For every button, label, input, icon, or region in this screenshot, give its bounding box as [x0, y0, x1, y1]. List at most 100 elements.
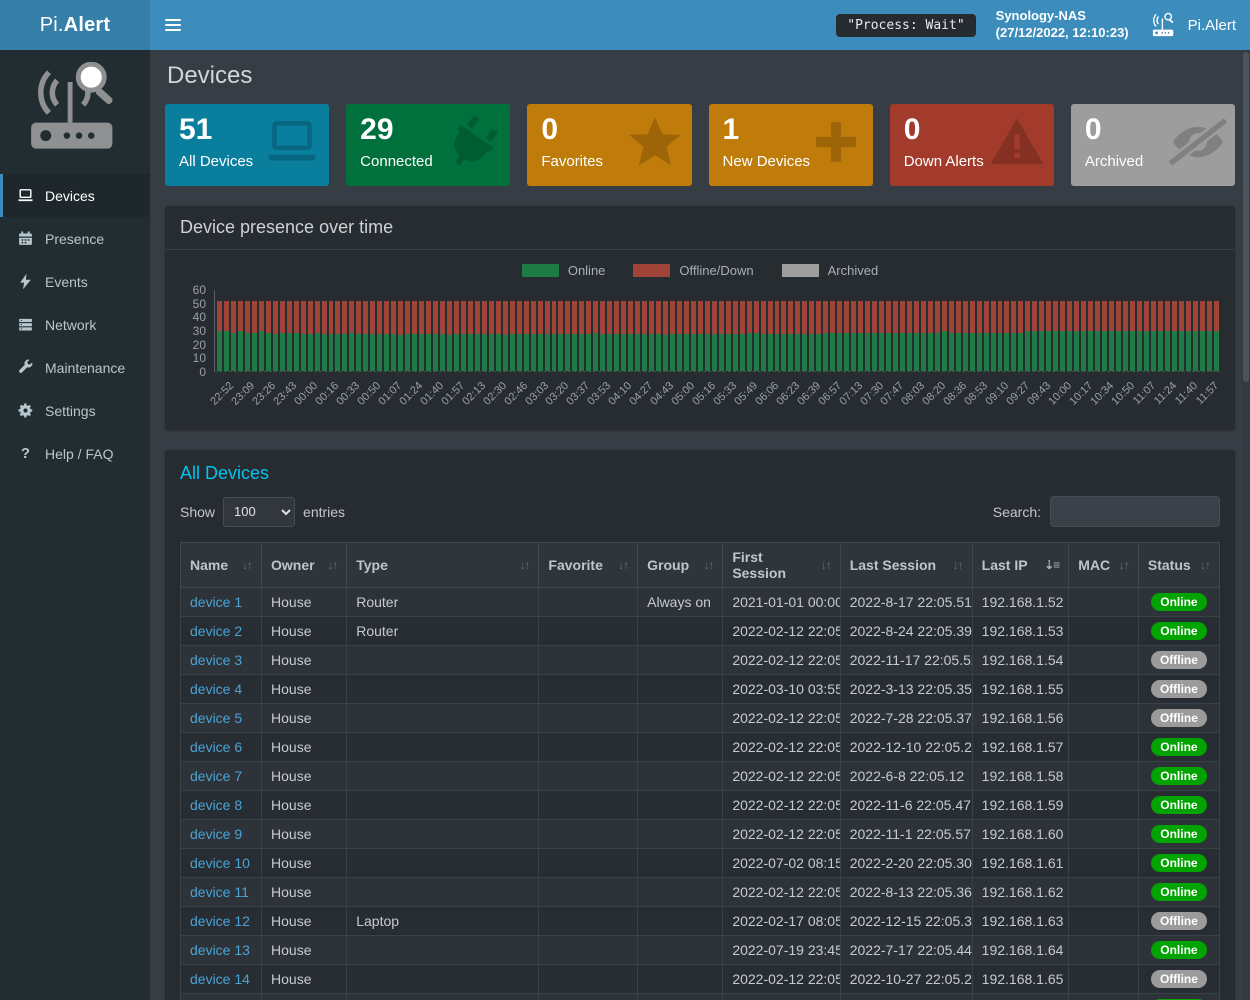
device-link[interactable]: device 12 [190, 913, 250, 929]
presence-bar[interactable] [586, 301, 592, 371]
presence-bar[interactable] [509, 301, 515, 371]
presence-bar[interactable] [565, 301, 571, 371]
device-link[interactable]: device 3 [190, 652, 243, 668]
presence-bar[interactable] [426, 301, 432, 371]
presence-bar[interactable] [628, 301, 634, 371]
presence-bar[interactable] [412, 301, 418, 371]
presence-bar[interactable] [446, 301, 452, 371]
column-header-mac[interactable]: MAC ↓↑ [1068, 542, 1139, 588]
column-header-group[interactable]: Group ↓↑ [637, 542, 724, 588]
device-link[interactable]: device 14 [190, 971, 250, 987]
presence-bar[interactable] [1213, 301, 1219, 371]
presence-bar[interactable] [356, 301, 362, 371]
presence-bar[interactable] [774, 301, 780, 371]
presence-bar[interactable] [635, 301, 641, 371]
presence-bar[interactable] [899, 301, 905, 371]
presence-bar[interactable] [1067, 301, 1073, 371]
presence-bar[interactable] [593, 301, 599, 371]
presence-bar[interactable] [837, 301, 843, 371]
presence-bar[interactable] [405, 301, 411, 371]
presence-bar[interactable] [1102, 301, 1107, 371]
presence-bar[interactable] [481, 301, 487, 371]
presence-bar[interactable] [781, 301, 787, 371]
device-link[interactable]: device 1 [190, 594, 243, 610]
presence-bar[interactable] [1185, 301, 1191, 371]
presence-bar[interactable] [614, 301, 620, 371]
presence-bar[interactable] [1206, 301, 1212, 371]
sidebar-toggle-icon[interactable] [150, 0, 196, 50]
presence-bar[interactable] [788, 301, 794, 371]
stat-card-down-alerts[interactable]: 0 Down Alerts [889, 104, 1054, 186]
presence-bar[interactable] [370, 301, 376, 371]
presence-bar[interactable] [1004, 301, 1010, 371]
presence-bar[interactable] [872, 301, 878, 371]
presence-bar[interactable] [1053, 301, 1059, 371]
presence-bar[interactable] [1143, 301, 1149, 371]
presence-bar[interactable] [1011, 301, 1017, 371]
presence-bar[interactable] [1157, 301, 1163, 371]
presence-bar[interactable] [1199, 301, 1205, 371]
presence-bar[interactable] [516, 301, 522, 371]
presence-bar[interactable] [663, 301, 668, 371]
presence-bar[interactable] [746, 301, 752, 371]
presence-bar[interactable] [990, 301, 996, 371]
presence-bar[interactable] [1032, 301, 1038, 371]
presence-bar[interactable] [858, 301, 864, 371]
scrollbar-thumb[interactable] [1243, 52, 1249, 382]
presence-bar[interactable] [440, 301, 445, 371]
device-link[interactable]: device 5 [190, 710, 243, 726]
search-input[interactable] [1050, 496, 1220, 527]
presence-bar[interactable] [474, 301, 480, 371]
stat-card-connected[interactable]: 29 Connected [346, 104, 511, 186]
presence-bar[interactable] [342, 301, 348, 371]
sidebar-item-presence[interactable]: Presence [0, 217, 150, 260]
presence-bar[interactable] [760, 301, 766, 371]
presence-bar[interactable] [1074, 301, 1080, 371]
presence-bar[interactable] [955, 301, 961, 371]
stat-card-favorites[interactable]: 0 Favorites [527, 104, 692, 186]
presence-bar[interactable] [217, 301, 222, 371]
presence-bar[interactable] [1122, 301, 1128, 371]
presence-bar[interactable] [711, 301, 717, 371]
presence-bar[interactable] [502, 301, 508, 371]
device-link[interactable]: device 6 [190, 739, 243, 755]
presence-bar[interactable] [265, 301, 271, 371]
presence-bar[interactable] [962, 301, 968, 371]
presence-bar[interactable] [1081, 301, 1087, 371]
presence-bar[interactable] [927, 301, 933, 371]
device-link[interactable]: device 13 [190, 942, 250, 958]
presence-bar[interactable] [1088, 301, 1094, 371]
stat-card-all-devices[interactable]: 51 All Devices [165, 104, 330, 186]
presence-bar[interactable] [886, 301, 891, 371]
presence-bar[interactable] [537, 301, 543, 371]
presence-bar[interactable] [293, 301, 299, 371]
presence-bar[interactable] [1115, 301, 1121, 371]
presence-bar[interactable] [683, 301, 689, 371]
presence-bar[interactable] [865, 301, 871, 371]
presence-bar[interactable] [656, 301, 661, 371]
presence-bar[interactable] [1025, 301, 1031, 371]
device-link[interactable]: device 4 [190, 681, 243, 697]
column-header-last-ip[interactable]: Last IP ⇣≡ [971, 542, 1070, 588]
presence-bar[interactable] [649, 301, 655, 371]
presence-bar[interactable] [739, 301, 745, 371]
presence-bar[interactable] [460, 301, 466, 371]
presence-bar[interactable] [328, 301, 334, 371]
presence-bar[interactable] [230, 301, 236, 371]
presence-bar[interactable] [572, 301, 578, 371]
presence-bar[interactable] [1150, 301, 1156, 371]
presence-bar[interactable] [976, 301, 982, 371]
presence-bar[interactable] [551, 301, 557, 371]
column-header-first-session[interactable]: First Session ↓↑ [722, 542, 841, 588]
presence-bar[interactable] [544, 301, 550, 371]
presence-bar[interactable] [321, 301, 327, 371]
presence-bar[interactable] [363, 301, 369, 371]
presence-bar[interactable] [1109, 301, 1114, 371]
presence-bar[interactable] [300, 301, 306, 371]
presence-bar[interactable] [335, 301, 341, 371]
presence-bar[interactable] [913, 301, 919, 371]
presence-bar[interactable] [802, 301, 808, 371]
presence-bar[interactable] [1171, 301, 1177, 371]
presence-bar[interactable] [725, 301, 731, 371]
presence-bar[interactable] [607, 301, 613, 371]
